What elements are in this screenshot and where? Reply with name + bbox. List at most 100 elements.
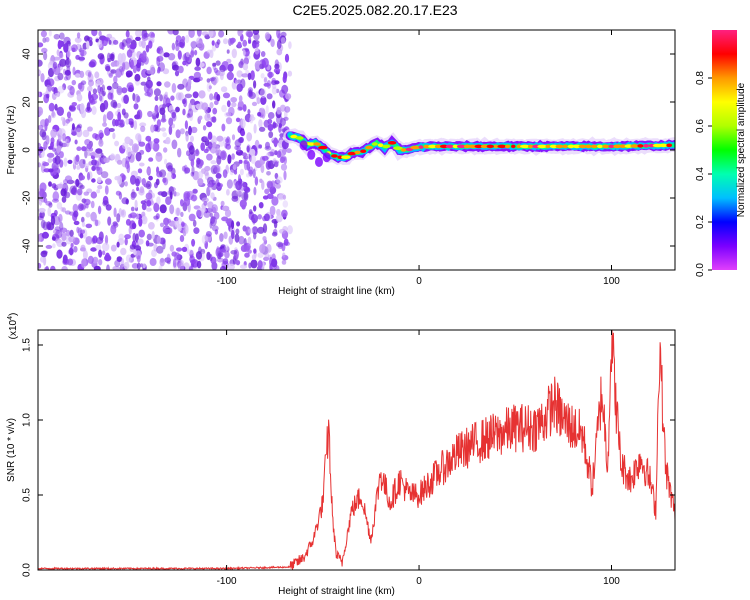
noise-speckle — [188, 145, 195, 155]
noise-speckle — [267, 112, 275, 119]
noise-speckle — [97, 85, 101, 94]
noise-speckle — [102, 114, 107, 124]
noise-speckle — [171, 42, 176, 51]
noise-speckle — [153, 215, 159, 220]
noise-speckle — [82, 129, 90, 138]
spectrogram-marks — [38, 30, 675, 270]
noise-speckle — [146, 167, 151, 175]
noise-speckle — [85, 211, 91, 218]
noise-speckle — [116, 102, 122, 109]
noise-speckle — [47, 78, 55, 87]
noise-speckle — [61, 266, 68, 270]
noise-speckle — [195, 57, 201, 67]
noise-speckle — [185, 132, 189, 142]
noise-speckle — [269, 205, 276, 216]
noise-speckle — [76, 93, 83, 102]
noise-speckle — [66, 50, 71, 58]
noise-speckle — [73, 210, 79, 218]
y-tick-label: 1.5 — [22, 338, 33, 352]
noise-speckle — [281, 84, 289, 94]
noise-speckle — [212, 142, 217, 149]
noise-speckle — [52, 243, 56, 249]
noise-speckle — [90, 211, 97, 222]
noise-speckle — [283, 116, 289, 121]
noise-speckle — [69, 185, 77, 195]
noise-speckle — [221, 61, 229, 71]
noise-speckle — [112, 132, 116, 140]
noise-speckle — [71, 123, 75, 131]
noise-speckle — [197, 171, 204, 179]
noise-speckle — [262, 195, 269, 200]
noise-speckle — [201, 102, 209, 111]
noise-speckle — [211, 225, 219, 232]
noise-speckle — [136, 186, 140, 192]
x-tick-label: 100 — [603, 276, 620, 287]
signal-blob — [591, 144, 598, 149]
noise-speckle — [230, 97, 238, 103]
noise-speckle — [152, 142, 160, 152]
noise-speckle — [134, 30, 142, 38]
noise-speckle — [95, 148, 103, 154]
noise-speckle — [188, 125, 192, 136]
x-tick-label: 0 — [416, 276, 422, 287]
noise-speckle — [141, 178, 146, 186]
noise-speckle — [266, 243, 272, 253]
noise-speckle — [75, 127, 83, 138]
noise-speckle — [200, 142, 205, 152]
noise-speckle — [61, 232, 67, 242]
noise-speckle — [174, 70, 180, 77]
noise-speckle — [226, 179, 233, 189]
noise-speckle — [179, 128, 185, 135]
noise-speckle — [45, 244, 53, 249]
noise-speckle — [165, 196, 172, 205]
noise-speckle — [272, 160, 280, 165]
noise-speckle — [98, 30, 102, 37]
signal-blob — [393, 146, 403, 150]
noise-speckle — [223, 231, 228, 240]
noise-speckle — [50, 215, 56, 226]
signal-blob — [486, 144, 494, 149]
noise-speckle — [159, 169, 167, 178]
signal-blob — [337, 155, 343, 159]
noise-speckle — [271, 196, 279, 206]
noise-speckle — [94, 219, 99, 227]
noise-speckle — [87, 85, 93, 92]
noise-speckle — [150, 124, 155, 133]
noise-speckle — [180, 221, 185, 227]
noise-speckle — [79, 229, 86, 235]
noise-speckle — [125, 70, 133, 78]
noise-speckle — [124, 181, 128, 187]
noise-speckle — [86, 172, 91, 181]
noise-speckle — [203, 136, 209, 142]
noise-speckle — [215, 145, 220, 154]
noise-speckle — [274, 179, 281, 185]
noise-speckle — [159, 222, 165, 228]
noise-speckle — [193, 128, 197, 133]
noise-speckle — [117, 53, 123, 63]
noise-speckle — [252, 41, 260, 49]
noise-speckle — [196, 209, 202, 218]
signal-blob — [456, 144, 466, 149]
noise-speckle — [125, 254, 132, 263]
noise-speckle — [166, 253, 171, 262]
noise-speckle — [168, 117, 174, 127]
noise-speckle — [210, 116, 216, 123]
noise-speckle — [237, 41, 242, 48]
noise-speckle — [239, 199, 247, 208]
noise-speckle — [90, 191, 98, 199]
signal-blob — [666, 143, 673, 148]
noise-speckle — [71, 44, 78, 52]
noise-speckle — [146, 207, 152, 212]
noise-speckle — [95, 166, 101, 171]
colorbar-ticks: 0.0 0.2 0.4 0.6 0.8 — [695, 71, 712, 277]
noise-speckle — [88, 99, 96, 105]
noise-speckle — [234, 79, 239, 85]
noise-speckle — [117, 111, 122, 122]
noise-speckle — [185, 51, 190, 58]
noise-speckle — [92, 88, 98, 95]
noise-speckle — [229, 38, 235, 45]
noise-speckle — [184, 120, 188, 130]
noise-speckle — [78, 56, 85, 61]
noise-speckle — [261, 57, 269, 68]
noise-speckle — [38, 59, 43, 67]
